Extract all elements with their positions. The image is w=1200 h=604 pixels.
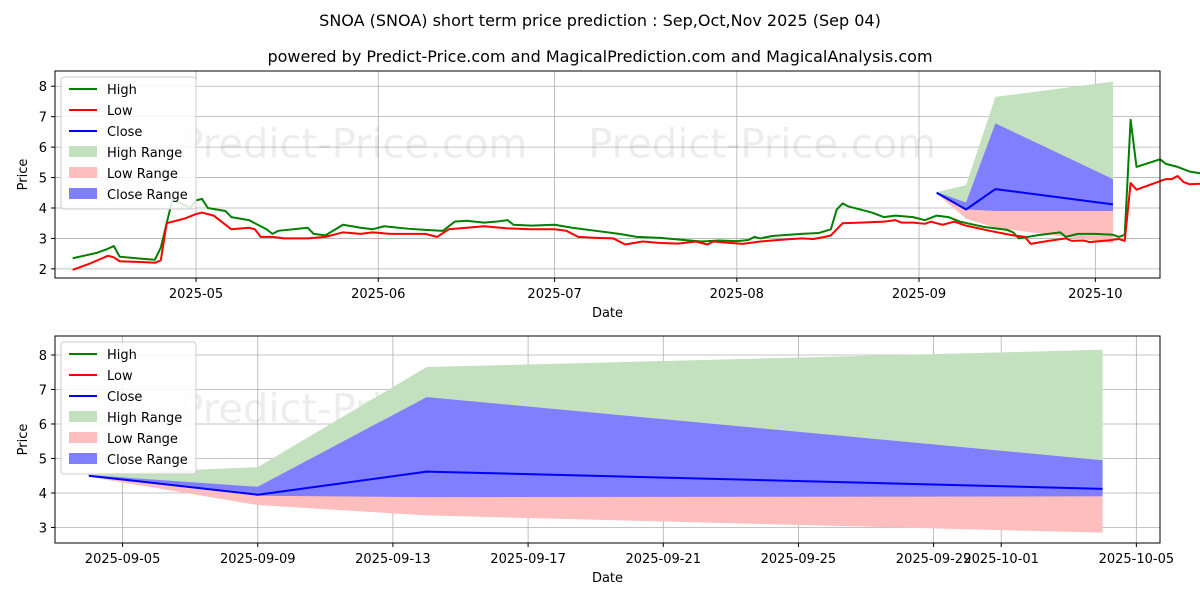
legend-swatch-low-range — [69, 167, 97, 178]
x-tick-label: 2025-09-05 — [85, 552, 161, 567]
y-tick-label: 6 — [39, 418, 47, 433]
chart-title: SNOA (SNOA) short term price prediction … — [319, 11, 881, 30]
y-tick-label: 5 — [39, 172, 47, 187]
legend-label-close-range: Close Range — [107, 453, 188, 468]
x-axis-label: Date — [592, 571, 623, 586]
chart-panel-1: Predict-Price.com Predict-Price.com 2 3 4 5 6 7… — [16, 70, 1200, 321]
close-series-line — [936, 188, 1114, 211]
legend-label-close-range: Close Range — [107, 188, 188, 203]
y-tick-label: 6 — [39, 141, 47, 156]
legend-swatch-low-range — [69, 432, 97, 443]
chart-panel-2: Predict-Price.comPredict-Price.com345678… — [16, 335, 1175, 586]
x-axis-label: Date — [592, 306, 623, 321]
legend: High Low Close High Range Low Range Close Ran… — [60, 76, 197, 210]
x-tick-label: 2025-10 — [1068, 287, 1122, 302]
legend-label-close: Close — [107, 390, 142, 405]
watermark-text: Predict-Price.com — [588, 122, 936, 168]
plot-frame — [54, 335, 1161, 544]
y-tick-label: 3 — [39, 521, 47, 536]
close-series-line — [88, 470, 1103, 496]
x-tick-label: 2025-09-29 — [896, 552, 972, 567]
y-axis-label: Price — [16, 159, 31, 191]
x-tick-label: 2025-09-13 — [355, 552, 431, 567]
legend-label-high-range: High Range — [107, 146, 182, 161]
low-range-band — [88, 475, 1103, 533]
y-axis-label: Price — [16, 424, 31, 456]
plot-frame — [54, 70, 1161, 279]
legend-label-close: Close — [107, 125, 142, 140]
y-tick-label: 5 — [39, 452, 47, 467]
y-tick-label: 8 — [39, 349, 47, 364]
legend-label-high: High — [107, 348, 137, 363]
y-tick-label: 2 — [39, 263, 47, 278]
x-tick-label: 2025-05 — [169, 287, 223, 302]
legend-label-high-range: High Range — [107, 411, 182, 426]
x-tick-label: 2025-10-01 — [963, 552, 1039, 567]
x-tick-label: 2025-09 — [892, 287, 946, 302]
watermark-text: Predict-Price.com — [179, 122, 527, 168]
x-tick-label: 2025-09-09 — [220, 552, 296, 567]
legend-swatch-high-range — [69, 146, 97, 157]
legend-label-low: Low — [107, 369, 133, 384]
close-range-band — [936, 123, 1113, 212]
legend-label-high: High — [107, 83, 137, 98]
y-tick-label: 4 — [39, 487, 47, 502]
legend-label-low-range: Low Range — [107, 167, 178, 182]
high-series-line — [72, 118, 1200, 261]
x-tick-label: 2025-07 — [527, 287, 581, 302]
low-range-band — [936, 192, 1113, 243]
legend-swatch-high-range — [69, 411, 97, 422]
chart-subtitle: powered by Predict-Price.com and Magical… — [267, 47, 932, 66]
legend-swatch-close-range — [69, 188, 97, 199]
x-tick-label: 2025-09-25 — [761, 552, 837, 567]
y-tick-label: 8 — [39, 80, 47, 95]
y-tick-label: 7 — [39, 383, 47, 398]
legend-swatch-close-range — [69, 453, 97, 464]
x-tick-label: 2025-06 — [351, 287, 405, 302]
legend-label-low: Low — [107, 104, 133, 119]
x-tick-label: 2025-09-21 — [625, 552, 701, 567]
legend-label-low-range: Low Range — [107, 432, 178, 447]
x-tick-label: 2025-09-17 — [490, 552, 566, 567]
y-tick-label: 4 — [39, 202, 47, 217]
close-range-band — [88, 397, 1103, 498]
legend: High Low Close High Range Low Range Close Ran… — [60, 341, 197, 475]
y-tick-label: 3 — [39, 232, 47, 247]
low-series-line — [72, 175, 1200, 271]
x-tick-label: 2025-10-05 — [1099, 552, 1175, 567]
x-tick-label: 2025-08 — [710, 287, 764, 302]
y-tick-label: 7 — [39, 111, 47, 126]
